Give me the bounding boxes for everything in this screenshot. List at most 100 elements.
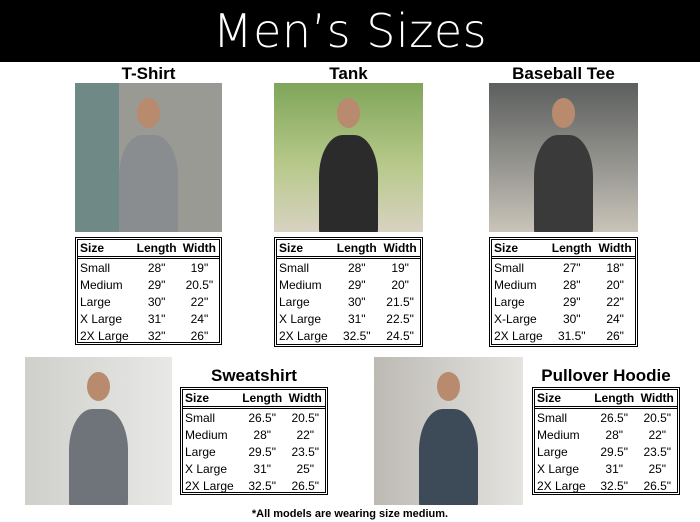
column-header: Length bbox=[133, 240, 180, 259]
table-row: Large 29.5" 23.5" bbox=[183, 443, 325, 460]
table-cell: 31" bbox=[147, 311, 166, 326]
tank-model-photo bbox=[274, 83, 423, 232]
table-cell: Small bbox=[494, 260, 525, 275]
table-cell: 24" bbox=[606, 311, 624, 326]
model-figure bbox=[418, 408, 479, 505]
model-head bbox=[86, 371, 111, 402]
table-cell: 29" bbox=[562, 294, 581, 309]
table-row: Large 30" 21.5" bbox=[277, 293, 420, 310]
pullover-hoodie-size-table: Size Length Width Small 26.5" 20.5" Medium 28" 2… bbox=[532, 387, 680, 495]
table-header-row: Size Length Width bbox=[78, 240, 219, 259]
table-cell: 2X Large bbox=[279, 328, 328, 343]
table-row: 2X Large 31.5" 26" bbox=[492, 327, 635, 344]
table-row: X Large 31" 25" bbox=[535, 460, 677, 477]
sweatshirt-title: Sweatshirt bbox=[211, 366, 297, 385]
table-cell: 28" bbox=[347, 260, 366, 275]
table-cell: Medium bbox=[279, 277, 322, 292]
column-header: Length bbox=[333, 240, 381, 259]
model-figure bbox=[119, 135, 178, 232]
table-header-row: Size Length Width bbox=[183, 390, 325, 409]
table-header-row: Size Length Width bbox=[277, 240, 420, 259]
model-head bbox=[336, 97, 361, 128]
table-cell: 29.5" bbox=[600, 444, 628, 459]
table-cell: 22.5" bbox=[386, 311, 414, 326]
table-cell: 30" bbox=[347, 294, 366, 309]
column-header: Width bbox=[595, 240, 635, 259]
table-header-row: Size Length Width bbox=[535, 390, 677, 409]
table-row: 2X Large 32.5" 24.5" bbox=[277, 327, 420, 344]
table-cell: 20.5" bbox=[643, 410, 672, 425]
pullover-hoodie-title: Pullover Hoodie bbox=[541, 366, 671, 385]
table-cell: 32.5" bbox=[600, 478, 628, 493]
table-cell: Large bbox=[537, 444, 568, 459]
table-cell: 24.5" bbox=[386, 328, 414, 343]
table-cell: X-Large bbox=[494, 311, 537, 326]
column-header: Size bbox=[277, 240, 334, 259]
column-header: Width bbox=[637, 390, 677, 409]
table-cell: 24" bbox=[190, 311, 209, 326]
baseball-tee-size-table: Size Length Width Small 27" 18" Medium 28" 20" La… bbox=[489, 237, 638, 347]
column-header: Width bbox=[179, 240, 219, 259]
table-cell: 22" bbox=[648, 427, 667, 442]
table-cell: Small bbox=[185, 410, 216, 425]
column-header: Length bbox=[590, 390, 638, 409]
table-cell: 21.5" bbox=[386, 294, 414, 309]
table-cell: Small bbox=[279, 260, 310, 275]
table-cell: 31" bbox=[347, 311, 366, 326]
table-cell: 25" bbox=[648, 461, 667, 476]
table-cell: 30" bbox=[562, 311, 581, 326]
table-cell: X Large bbox=[279, 311, 322, 326]
table-cell: Medium bbox=[537, 427, 580, 442]
table-cell: Medium bbox=[80, 277, 123, 292]
table-cell: 2X Large bbox=[537, 478, 586, 493]
table-cell: 26" bbox=[606, 328, 624, 343]
table-cell: 28" bbox=[147, 260, 166, 275]
table-row: Medium 28" 20" bbox=[492, 276, 635, 293]
table-cell: 29" bbox=[147, 277, 166, 292]
table-cell: X Large bbox=[537, 461, 580, 476]
t-shirt-title: T-Shirt bbox=[121, 64, 176, 83]
table-cell: 23.5" bbox=[643, 444, 672, 459]
table-cell: 30" bbox=[147, 294, 166, 309]
baseball-tee-model-photo bbox=[489, 83, 638, 232]
table-cell: 28" bbox=[253, 427, 271, 442]
table-cell: 2X Large bbox=[80, 328, 129, 343]
table-cell: 19" bbox=[190, 260, 209, 275]
table-cell: 2X Large bbox=[185, 478, 234, 493]
table-cell: Large bbox=[494, 294, 525, 309]
table-header-row: Size Length Width bbox=[492, 240, 635, 259]
table-row: Small 26.5" 20.5" bbox=[535, 408, 677, 427]
table-row: 2X Large 32.5" 26.5" bbox=[535, 477, 677, 494]
table-cell: X Large bbox=[185, 461, 228, 476]
column-header: Size bbox=[183, 390, 239, 409]
table-cell: 28" bbox=[562, 277, 581, 292]
table-cell: Large bbox=[185, 444, 216, 459]
sweatshirt-model-photo bbox=[25, 357, 172, 505]
table-cell: 31.5" bbox=[557, 328, 586, 343]
table-row: Small 27" 18" bbox=[492, 258, 635, 277]
table-row: Medium 29" 20.5" bbox=[78, 276, 219, 293]
table-row: X-Large 30" 24" bbox=[492, 310, 635, 327]
page-title: Men’s Sizes bbox=[212, 4, 488, 58]
table-row: Large 29.5" 23.5" bbox=[535, 443, 677, 460]
table-cell: X Large bbox=[80, 311, 123, 326]
column-header: Size bbox=[535, 390, 591, 409]
table-cell: 25" bbox=[296, 461, 315, 476]
table-cell: 32" bbox=[147, 328, 166, 343]
table-cell: 29" bbox=[347, 277, 366, 292]
table-cell: Large bbox=[80, 294, 111, 309]
column-header: Length bbox=[238, 390, 286, 409]
table-cell: 26.5" bbox=[600, 410, 628, 425]
table-row: Small 28" 19" bbox=[78, 258, 219, 277]
table-cell: 22" bbox=[606, 294, 624, 309]
column-header: Width bbox=[380, 240, 420, 259]
column-header: Width bbox=[285, 390, 325, 409]
table-cell: 26.5" bbox=[291, 478, 320, 493]
table-cell: 28" bbox=[605, 427, 623, 442]
model-figure bbox=[69, 408, 128, 505]
table-cell: 20.5" bbox=[185, 277, 214, 292]
table-cell: 26" bbox=[190, 328, 209, 343]
table-cell: 32.5" bbox=[342, 328, 371, 343]
tank-title: Tank bbox=[329, 64, 368, 83]
table-row: Medium 28" 22" bbox=[535, 426, 677, 443]
